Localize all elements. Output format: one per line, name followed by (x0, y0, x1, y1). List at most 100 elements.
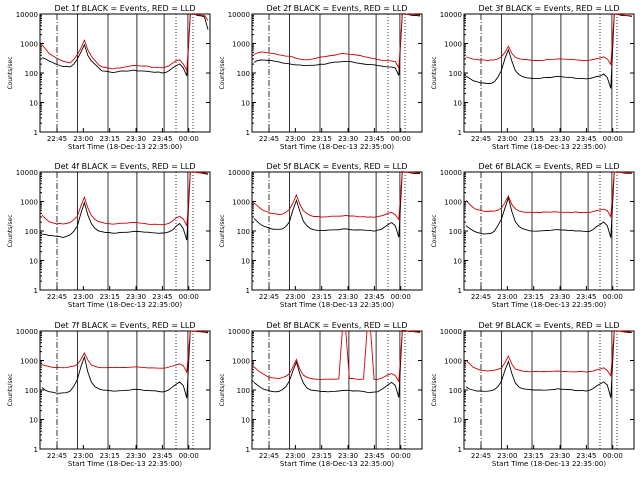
x-axis-label: Start Time (18-Dec-13 22:35:00) (68, 460, 182, 468)
x-tick-label: 23:45 (152, 293, 172, 301)
detector-panel-9: Det 9f BLACK = Events, RED = LLD 1 10 100 10… (431, 321, 635, 468)
detector-panel-2: Det 2f BLACK = Events, RED = LLD 1 10 100 10… (219, 4, 423, 151)
y-tick-label: 10 (241, 100, 250, 108)
y-tick-label: 10000 (16, 328, 38, 336)
detector-panel-1: Det 1f BLACK = Events, RED = LLD 1 10 100 10… (7, 4, 211, 151)
y-tick-label: 10000 (228, 169, 250, 177)
x-tick-label: 23:00 (285, 135, 305, 143)
y-axis-label: Counts/sec (7, 214, 14, 247)
x-tick-label: 23:00 (285, 293, 305, 301)
y-tick-label: 1000 (232, 358, 250, 366)
y-tick-label: 10000 (440, 11, 462, 19)
x-tick-label: 00:00 (603, 135, 623, 143)
y-tick-label: 10 (453, 100, 462, 108)
y-tick-label: 10000 (16, 11, 38, 19)
x-axis-label: Start Time (18-Dec-13 22:35:00) (68, 301, 182, 309)
y-axis-label: Counts/sec (431, 373, 438, 406)
x-tick-label: 00:00 (603, 293, 623, 301)
y-tick-label: 100 (237, 228, 250, 236)
x-axis-label: Start Time (18-Dec-13 22:35:00) (492, 143, 606, 151)
lld-series-line (465, 171, 633, 219)
x-tick-label: 23:45 (576, 452, 596, 460)
y-tick-label: 1 (458, 287, 462, 295)
lld-series-line (41, 171, 209, 228)
y-tick-label: 100 (449, 228, 462, 236)
y-tick-label: 1 (458, 129, 462, 137)
panel-title: Det 9f BLACK = Events, RED = LLD (478, 321, 619, 330)
y-tick-label: 100 (25, 70, 38, 78)
x-tick-label: 23:30 (126, 135, 146, 143)
x-tick-label: 22:45 (471, 452, 491, 460)
events-series-line (465, 13, 633, 89)
y-tick-label: 10 (29, 417, 38, 425)
y-tick-label: 1 (34, 446, 38, 454)
detector-panel-8: Det 8f BLACK = Events, RED = LLD 1 10 100 10… (219, 321, 423, 468)
x-tick-label: 23:45 (576, 135, 596, 143)
x-axis-label: Start Time (18-Dec-13 22:35:00) (492, 301, 606, 309)
x-tick-label: 22:45 (471, 135, 491, 143)
x-tick-label: 23:30 (126, 293, 146, 301)
lld-series-line (41, 330, 209, 374)
events-series-line (41, 330, 209, 399)
x-tick-label: 22:45 (259, 293, 279, 301)
y-tick-label: 10 (241, 417, 250, 425)
x-tick-label: 23:30 (550, 452, 570, 460)
y-tick-label: 10 (453, 258, 462, 266)
panel-title: Det 5f BLACK = Events, RED = LLD (266, 162, 407, 171)
lld-series-line (41, 13, 209, 73)
x-tick-label: 22:45 (471, 293, 491, 301)
x-tick-label: 23:00 (285, 452, 305, 460)
x-tick-label: 23:30 (126, 452, 146, 460)
y-axis-label: Counts/sec (431, 56, 438, 89)
events-series-line (253, 330, 421, 398)
x-tick-label: 23:30 (338, 452, 358, 460)
x-tick-label: 23:30 (550, 293, 570, 301)
y-tick-label: 1000 (444, 358, 462, 366)
x-tick-label: 23:15 (312, 135, 332, 143)
x-tick-label: 23:45 (152, 452, 172, 460)
x-tick-label: 23:15 (312, 452, 332, 460)
y-tick-label: 1000 (20, 358, 38, 366)
y-tick-label: 1 (458, 446, 462, 454)
events-series-line (41, 13, 209, 77)
panel-title: Det 7f BLACK = Events, RED = LLD (54, 321, 195, 330)
y-tick-label: 100 (237, 387, 250, 395)
y-tick-label: 10000 (440, 328, 462, 336)
panel-title: Det 4f BLACK = Events, RED = LLD (54, 162, 195, 171)
y-tick-label: 100 (25, 228, 38, 236)
x-tick-label: 23:00 (73, 293, 93, 301)
x-tick-label: 23:15 (524, 293, 544, 301)
x-tick-label: 23:15 (100, 135, 120, 143)
x-tick-label: 00:00 (391, 135, 411, 143)
y-tick-label: 10 (29, 258, 38, 266)
x-tick-label: 00:00 (603, 452, 623, 460)
y-tick-label: 1000 (20, 199, 38, 207)
y-tick-label: 1000 (444, 41, 462, 49)
y-tick-label: 1 (246, 287, 250, 295)
y-tick-label: 100 (237, 70, 250, 78)
detector-panel-7: Det 7f BLACK = Events, RED = LLD 1 10 100 10… (7, 321, 211, 468)
y-axis-label: Counts/sec (7, 373, 14, 406)
x-axis-label: Start Time (18-Dec-13 22:35:00) (492, 460, 606, 468)
y-axis-label: Counts/sec (219, 214, 226, 247)
panel-title: Det 3f BLACK = Events, RED = LLD (478, 4, 619, 13)
detector-panel-6: Det 6f BLACK = Events, RED = LLD 1 10 100 10… (431, 162, 635, 309)
x-tick-label: 22:45 (47, 293, 67, 301)
y-tick-label: 10000 (228, 328, 250, 336)
panel-title: Det 8f BLACK = Events, RED = LLD (266, 321, 407, 330)
detector-panel-5: Det 5f BLACK = Events, RED = LLD 1 10 100 10… (219, 162, 423, 309)
plot-frame (39, 171, 211, 291)
y-tick-label: 1000 (20, 41, 38, 49)
y-tick-label: 1000 (232, 41, 250, 49)
x-tick-label: 23:00 (73, 452, 93, 460)
x-tick-label: 23:45 (364, 293, 384, 301)
y-axis-label: Counts/sec (7, 56, 14, 89)
lld-series-line (465, 13, 633, 66)
y-tick-label: 100 (449, 387, 462, 395)
x-tick-label: 23:00 (497, 135, 517, 143)
y-tick-label: 1000 (444, 199, 462, 207)
x-tick-label: 23:00 (497, 452, 517, 460)
x-tick-label: 00:00 (179, 135, 199, 143)
x-tick-label: 00:00 (179, 293, 199, 301)
